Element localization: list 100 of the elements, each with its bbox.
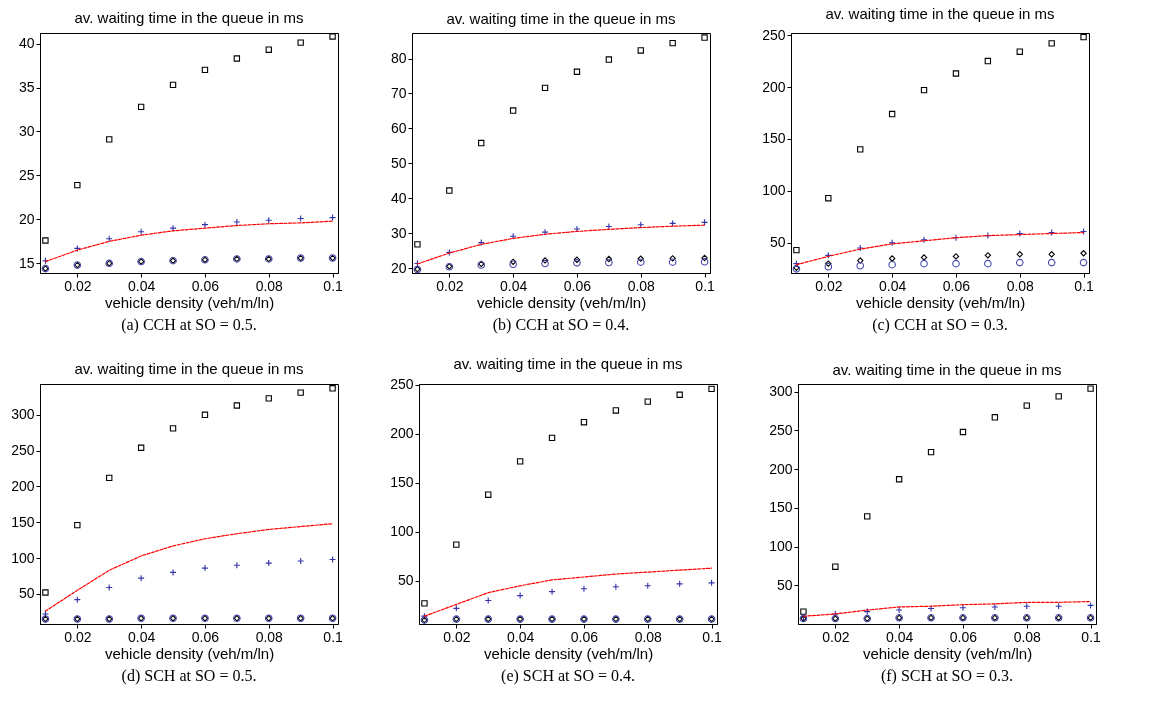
y-tick-label: 40 bbox=[18, 35, 35, 52]
point bbox=[991, 603, 999, 611]
point bbox=[297, 39, 304, 46]
point bbox=[856, 244, 864, 252]
point bbox=[329, 33, 336, 40]
x-tick-label: 0.1 bbox=[1081, 628, 1102, 645]
point bbox=[446, 187, 453, 194]
point bbox=[297, 389, 304, 396]
y-tick-label: 20 bbox=[18, 210, 35, 227]
point bbox=[605, 222, 613, 231]
point bbox=[233, 218, 241, 226]
point bbox=[952, 70, 960, 77]
point bbox=[478, 139, 485, 147]
text: (e) SCH at SO = 0.4. bbox=[501, 667, 635, 685]
point bbox=[1023, 402, 1030, 409]
y-tick-label: 40 bbox=[390, 189, 407, 206]
text: (d) SCH at SO = 0.5. bbox=[121, 667, 257, 685]
point bbox=[644, 398, 651, 405]
point bbox=[1047, 258, 1056, 267]
point bbox=[825, 260, 832, 267]
point bbox=[952, 253, 960, 260]
point bbox=[201, 411, 209, 418]
point bbox=[106, 474, 113, 482]
y-tick-label: 300 bbox=[769, 383, 793, 400]
x-tick-label: 0.02 bbox=[64, 628, 92, 645]
y-tick-label: 100 bbox=[11, 549, 35, 566]
point bbox=[800, 608, 807, 615]
point bbox=[984, 259, 992, 268]
point bbox=[169, 81, 177, 89]
x-tick-label: 0.02 bbox=[64, 277, 92, 294]
y-tick-label: 15 bbox=[18, 254, 35, 271]
y-tick-label: 150 bbox=[762, 130, 786, 147]
y-tick-label: 50 bbox=[390, 154, 407, 171]
x-tick-label: 0.06 bbox=[563, 277, 592, 294]
x-tick-label: 0.04 bbox=[500, 277, 528, 294]
chart-title: av. waiting time in the queue in ms bbox=[446, 9, 676, 27]
point bbox=[106, 136, 113, 143]
point bbox=[920, 236, 928, 244]
y-tick-label: 25 bbox=[18, 166, 35, 183]
point bbox=[485, 491, 492, 498]
y-tick-label: 60 bbox=[390, 119, 407, 136]
x-tick-label: 0.08 bbox=[255, 628, 284, 645]
point bbox=[605, 255, 613, 263]
text: (f) SCH at SO = 0.3. bbox=[880, 667, 1014, 685]
chart-title: av. waiting time in the queue in ms bbox=[825, 5, 1055, 23]
point bbox=[541, 84, 549, 92]
point bbox=[605, 258, 613, 267]
point bbox=[927, 604, 935, 613]
point bbox=[793, 246, 800, 254]
point bbox=[701, 254, 708, 262]
point bbox=[701, 34, 708, 41]
y-tick-label: 200 bbox=[11, 477, 35, 494]
point bbox=[541, 228, 549, 236]
point bbox=[169, 568, 177, 576]
y-tick-label: 30 bbox=[18, 122, 35, 139]
point bbox=[927, 448, 935, 456]
point bbox=[580, 585, 588, 593]
point bbox=[857, 146, 864, 153]
x-tick-label: 0.02 bbox=[822, 628, 850, 645]
point bbox=[825, 195, 832, 202]
point bbox=[1079, 258, 1088, 267]
x-tick-label: 0.06 bbox=[949, 628, 978, 645]
x-axis-title: vehicle density (veh/m/ln) bbox=[476, 293, 647, 311]
point bbox=[832, 563, 839, 570]
point bbox=[42, 589, 49, 596]
point bbox=[421, 600, 428, 607]
point bbox=[265, 395, 272, 402]
x-axis-title: vehicle density (veh/m/ln) bbox=[855, 293, 1026, 311]
point bbox=[137, 228, 145, 236]
chart-title: av. waiting time in the queue in ms bbox=[832, 360, 1062, 378]
point bbox=[137, 574, 145, 582]
y-tick-label: 50 bbox=[776, 576, 793, 593]
x-tick-label: 0.02 bbox=[815, 277, 843, 294]
point bbox=[708, 579, 716, 587]
x-tick-label: 0.1 bbox=[323, 628, 344, 645]
point bbox=[74, 181, 81, 189]
x-axis-title: vehicle density (veh/m/ln) bbox=[483, 644, 654, 662]
x-tick-label: 0.08 bbox=[1013, 628, 1042, 645]
point bbox=[541, 259, 549, 268]
point bbox=[920, 86, 928, 94]
x-axis-title: vehicle density (veh/m/ln) bbox=[104, 644, 275, 662]
x-tick-label: 0.1 bbox=[702, 628, 723, 645]
chart-title: av. waiting time in the queue in ms bbox=[453, 354, 683, 372]
point bbox=[580, 419, 588, 426]
point bbox=[888, 110, 896, 118]
y-tick-label: 250 bbox=[11, 442, 35, 459]
point bbox=[137, 444, 145, 451]
point bbox=[1055, 393, 1062, 400]
text: (c) CCH at SO = 0.3. bbox=[872, 316, 1008, 334]
chart-title: av. waiting time in the queue in ms bbox=[74, 360, 304, 378]
x-tick-label: 0.04 bbox=[128, 628, 156, 645]
y-tick-label: 150 bbox=[390, 474, 414, 491]
point bbox=[668, 258, 677, 266]
point bbox=[920, 259, 928, 268]
point bbox=[509, 232, 517, 240]
point bbox=[959, 428, 967, 436]
point bbox=[959, 604, 967, 612]
point bbox=[895, 606, 903, 614]
y-tick-label: 80 bbox=[390, 50, 407, 66]
y-tick-label: 150 bbox=[769, 499, 793, 516]
